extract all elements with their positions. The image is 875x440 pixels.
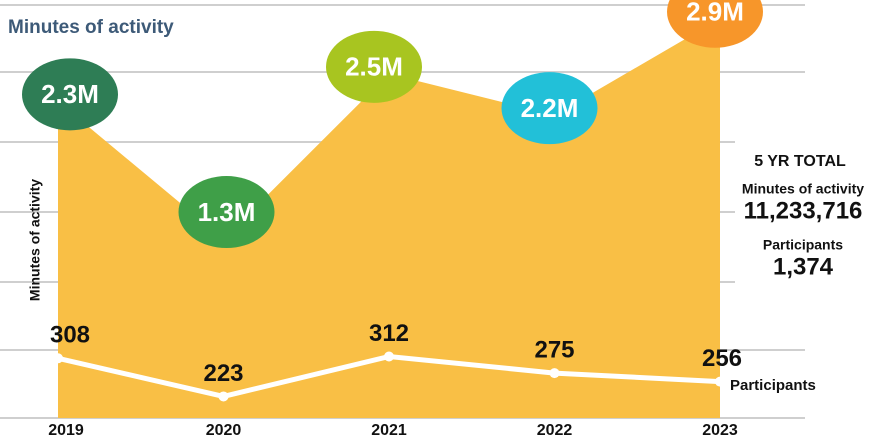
value-label: 2.5M <box>345 52 403 82</box>
value-label: 2.9M <box>686 0 744 27</box>
summary-heading: 5 YR TOTAL <box>754 153 846 170</box>
x-tick-label: 2023 <box>702 422 738 439</box>
value-badge <box>178 176 275 249</box>
summary-label: Minutes of activity <box>742 181 864 197</box>
series-label: Participants <box>730 377 816 394</box>
plot: 2.3M 1.3M 2.5M 2.2M 2.9M 308 223 312 275 256 <box>22 0 763 419</box>
value-label: 1.3M <box>198 197 256 227</box>
value-badge <box>326 30 422 103</box>
value-label: 2.3M <box>41 79 99 109</box>
y-axis-label: Minutes of activity <box>27 179 43 301</box>
value-label: 256 <box>702 345 742 372</box>
point <box>715 376 725 387</box>
value-badge <box>667 0 763 48</box>
x-tick-label: 2019 <box>48 422 84 439</box>
x-tick-label: 2021 <box>371 422 407 439</box>
summary-value: 1,374 <box>773 253 834 280</box>
point <box>384 351 394 362</box>
summary-label: Participants <box>763 237 843 253</box>
point <box>549 368 560 379</box>
value-badge <box>22 58 118 131</box>
value-label: 223 <box>203 360 243 387</box>
x-tick-label: 2020 <box>206 422 242 439</box>
summary-value: 11,233,716 <box>744 197 863 224</box>
summary: 5 YR TOTAL Minutes of activity 11,233,71… <box>742 153 864 280</box>
value-label: 308 <box>50 322 90 349</box>
value-label: 2.2M <box>521 93 579 123</box>
x-tick-label: 2022 <box>537 422 573 439</box>
value-badge <box>501 72 598 145</box>
point <box>53 353 63 364</box>
value-label: 275 <box>534 336 574 363</box>
chart-title: Minutes of activity <box>8 17 174 38</box>
point <box>218 391 229 402</box>
value-label: 312 <box>369 320 409 347</box>
